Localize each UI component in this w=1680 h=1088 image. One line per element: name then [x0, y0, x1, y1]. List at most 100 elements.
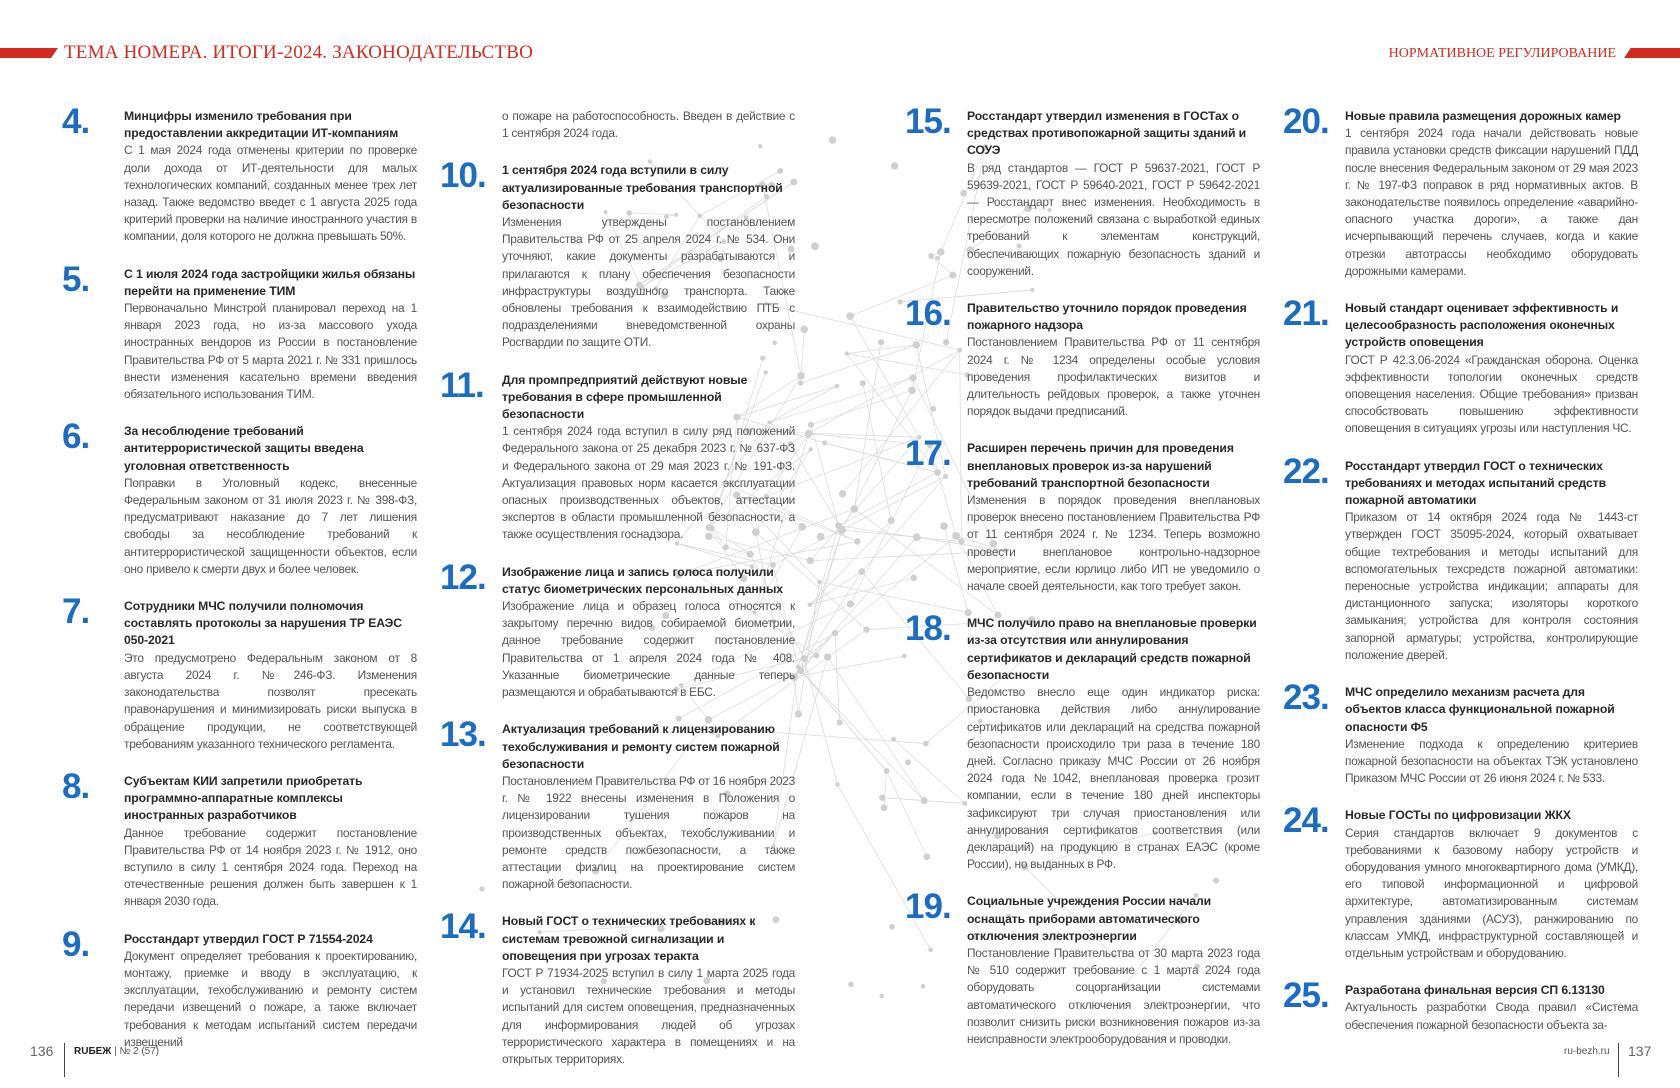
item-number: 19. — [905, 889, 951, 925]
item-number-dot: . — [1320, 102, 1329, 141]
network-node — [796, 665, 801, 670]
item-number-dot: . — [80, 767, 89, 806]
news-item: 10.1 сентября 2024 года вступили в силу … — [440, 162, 795, 351]
network-node — [798, 523, 806, 531]
item-title: Изображение лица и запись голоса получил… — [502, 564, 795, 598]
item-number-dot: . — [1320, 801, 1329, 840]
network-node — [879, 795, 885, 801]
item-body: С 1 мая 2024 года отменены критерии по п… — [124, 142, 417, 245]
item-body-continuation: о пожаре на работоспособность. Введен в … — [440, 108, 795, 142]
network-node — [858, 568, 865, 575]
item-body: Актуальность разработки Свода правил «Си… — [1345, 999, 1638, 1033]
network-line — [801, 329, 804, 375]
item-body: Данное требование содержит постановление… — [124, 825, 417, 911]
item-number-value: 14 — [440, 907, 477, 946]
item-number: 7. — [62, 594, 89, 630]
item-body: Это предусмотрено Федеральным законом от… — [124, 650, 417, 753]
item-number-value: 21 — [1283, 294, 1320, 333]
item-title: Расширен перечень причин для проведения … — [967, 440, 1260, 492]
item-number-dot: . — [80, 260, 89, 299]
news-item: 4.Минцифры изменило требования при предо… — [62, 108, 417, 246]
item-number-value: 23 — [1283, 678, 1320, 717]
item-number-dot: . — [477, 715, 486, 754]
item-number-dot: . — [942, 434, 951, 473]
item-number-dot: . — [1320, 678, 1329, 717]
network-node — [854, 538, 860, 544]
item-title: Новые правила размещения дорожных камер — [1345, 108, 1638, 125]
item-number: 23. — [1283, 680, 1329, 716]
item-number-value: 8 — [62, 767, 80, 806]
item-title: Правительство уточнило порядок проведени… — [967, 300, 1260, 334]
network-line — [790, 444, 842, 530]
news-item: 8.Субъектам КИИ запретили приобретать пр… — [62, 773, 417, 911]
item-number: 20. — [1283, 104, 1329, 140]
item-title: Росстандарт утвердил ГОСТ о технических … — [1345, 458, 1638, 510]
news-item: 9.Росстандарт утвердил ГОСТ Р 71554-2024… — [62, 931, 417, 1051]
item-number-value: 15 — [905, 102, 942, 141]
item-number: 11. — [440, 368, 484, 404]
item-number-value: 19 — [905, 887, 942, 926]
item-body: ГОСТ Р 42.3.06-2024 «Гражданская оборона… — [1345, 352, 1638, 438]
item-title: МЧС получило право на внеплановые провер… — [967, 615, 1260, 684]
network-node — [897, 299, 902, 304]
network-line — [798, 526, 839, 668]
news-item: 23.МЧС определило механизм расчета для о… — [1283, 684, 1638, 787]
header-accent-bar-left — [0, 48, 58, 58]
network-node — [829, 136, 837, 144]
item-body: Изменения в порядок проведения внепланов… — [967, 492, 1260, 595]
item-title: Новый стандарт оценивает эффективность и… — [1345, 300, 1638, 352]
item-title: Минцифры изменило требования при предост… — [124, 108, 417, 142]
item-number: 9. — [62, 927, 89, 963]
item-number-value: 22 — [1283, 452, 1320, 491]
network-node — [878, 339, 884, 345]
network-node — [835, 384, 840, 389]
network-node — [817, 580, 822, 585]
news-item: 15.Росстандарт утвердил изменения в ГОСТ… — [905, 108, 1260, 280]
network-node — [808, 602, 813, 607]
news-item: 6.За несоблюдение требований антитеррори… — [62, 423, 417, 578]
item-number: 24. — [1283, 803, 1329, 839]
network-node — [839, 490, 846, 497]
network-node — [814, 653, 820, 659]
item-number-value: 7 — [62, 592, 80, 631]
item-number-dot: . — [942, 609, 951, 648]
item-title: Сотрудники МЧС получили полномочия соста… — [124, 598, 417, 650]
item-number: 18. — [905, 611, 951, 647]
news-item: 5.С 1 июля 2024 года застройщики жилья о… — [62, 266, 417, 404]
column-4: 20.Новые правила размещения дорожных кам… — [1283, 108, 1638, 1054]
item-body: Документ определяет требования к проекти… — [124, 948, 417, 1051]
item-number-value: 6 — [62, 417, 80, 456]
section-title: НОРМАТИВНОЕ РЕГУЛИРОВАНИЕ — [1389, 46, 1616, 62]
news-item: 11.Для промпредприятий действуют новые т… — [440, 372, 795, 544]
news-item: 19.Социальные учреждения России начали о… — [905, 893, 1260, 1048]
page-number-left: 136 — [30, 1043, 53, 1059]
item-number: 16. — [905, 296, 951, 332]
item-number: 22. — [1283, 454, 1329, 490]
network-node — [881, 804, 888, 811]
network-node — [884, 768, 890, 774]
news-item: 22.Росстандарт утвердил ГОСТ о техническ… — [1283, 458, 1638, 664]
item-number: 4. — [62, 104, 89, 140]
item-number: 15. — [905, 104, 951, 140]
item-title: МЧС определило механизм расчета для объе… — [1345, 684, 1638, 736]
item-number-value: 13 — [440, 715, 477, 754]
item-body: Ведомство внесло еще один индикатор риск… — [967, 684, 1260, 873]
network-line — [798, 582, 819, 714]
item-title: Субъектам КИИ запретили приобретать прог… — [124, 773, 417, 825]
news-item: 12.Изображение лица и запись голоса полу… — [440, 564, 795, 702]
item-number-dot: . — [477, 907, 486, 946]
item-body: В ряд стандартов — ГОСТ Р 59637-2021, ГО… — [967, 160, 1260, 280]
item-title: Росстандарт утвердил ГОСТ Р 71554-2024 — [124, 931, 417, 948]
item-number: 21. — [1283, 296, 1329, 332]
item-number-value: 11 — [440, 366, 475, 405]
network-line — [884, 771, 887, 808]
news-item: 14.Новый ГОСТ о технических требованиях … — [440, 913, 795, 1068]
news-item: 18.МЧС получило право на внеплановые про… — [905, 615, 1260, 873]
item-title: Разработана финальная версия СП 6.13130 — [1345, 982, 1638, 999]
news-item: 25.Разработана финальная версия СП 6.131… — [1283, 982, 1638, 1034]
item-number-dot: . — [942, 294, 951, 333]
item-number: 13. — [440, 717, 486, 753]
network-node — [817, 533, 825, 541]
item-number-value: 5 — [62, 260, 80, 299]
